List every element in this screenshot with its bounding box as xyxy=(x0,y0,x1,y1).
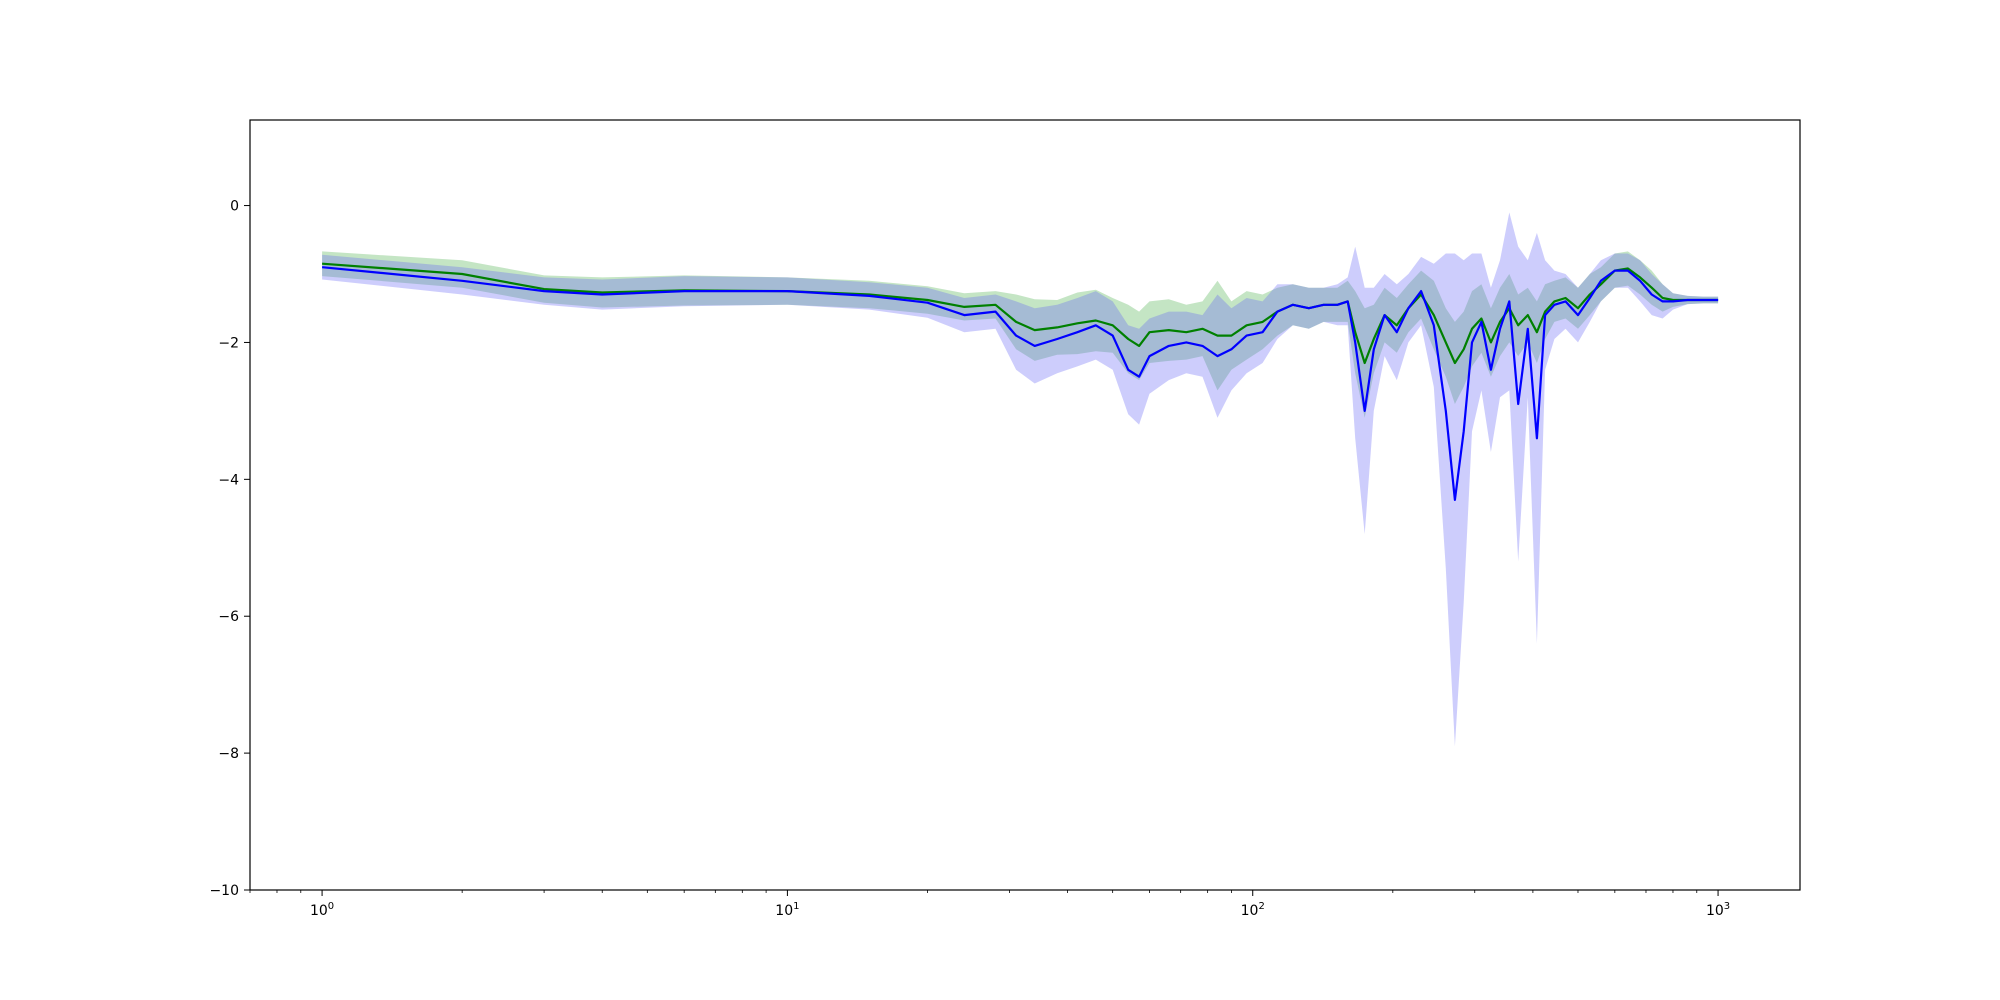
x-axis: 100 101 102 103 xyxy=(249,890,1730,919)
x-tick-label: 103 xyxy=(1706,901,1730,919)
series-2-band xyxy=(322,212,1719,747)
y-axis: 0 −2 −4 −6 −8 −10 xyxy=(209,199,250,899)
x-tick-label: 102 xyxy=(1241,901,1265,919)
series-lines xyxy=(321,262,1719,501)
y-tick-label: 0 xyxy=(230,199,239,215)
x-tick-label: 100 xyxy=(310,901,334,919)
y-tick-label: −4 xyxy=(218,472,239,488)
plot-frame xyxy=(249,119,1801,891)
x-tick-label: 101 xyxy=(775,901,799,919)
y-tick-label: −10 xyxy=(209,883,239,899)
series-2-line xyxy=(321,266,1719,501)
y-tick-label: −2 xyxy=(218,335,239,351)
y-tick-label: −6 xyxy=(218,609,239,625)
y-tick-label: −8 xyxy=(218,746,239,762)
series-1-line xyxy=(322,262,1719,365)
